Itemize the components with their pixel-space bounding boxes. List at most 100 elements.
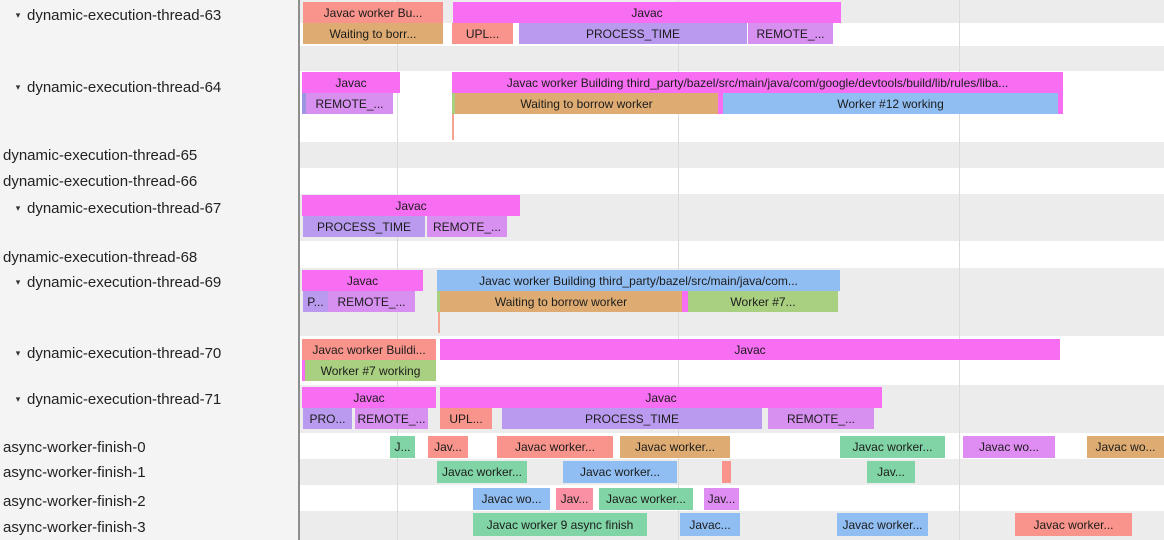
- timeline-bar-label: Javac worker...: [514, 440, 596, 454]
- track-name-label: async-worker-finish-1: [3, 463, 146, 481]
- sidebar-item-dynamic-execution-thread-63[interactable]: ▾ dynamic-execution-thread-63: [0, 4, 298, 26]
- track-name-label: dynamic-execution-thread-70: [27, 344, 222, 362]
- timeline-bar[interactable]: [452, 93, 455, 114]
- timeline-bar[interactable]: Javac worker Bu...: [303, 2, 443, 23]
- timeline-bar[interactable]: [437, 291, 440, 312]
- expand-collapse-triangle-icon[interactable]: ▾: [15, 202, 21, 213]
- timeline-bar[interactable]: Jav...: [704, 488, 739, 510]
- timeline-bar[interactable]: J...: [390, 436, 415, 458]
- track-name-sidebar: ▾ dynamic-execution-thread-63 ▾ dynamic-exe…: [0, 0, 300, 540]
- timeline-bar[interactable]: Javac worker Building third_party/bazel/…: [437, 270, 840, 291]
- timeline-bar[interactable]: Javac worker...: [840, 436, 945, 458]
- timeline-bar-label: Javac worker...: [441, 465, 523, 479]
- timeline-bar[interactable]: Javac: [302, 72, 400, 93]
- expand-collapse-triangle-icon[interactable]: ▾: [15, 347, 21, 358]
- timeline-bar[interactable]: Javac...: [680, 513, 740, 536]
- timeline-bar[interactable]: P...: [303, 291, 328, 312]
- timeline-bar-label: Worker #12 working: [837, 96, 944, 111]
- expand-collapse-triangle-icon[interactable]: ▾: [15, 276, 21, 287]
- timeline-bar[interactable]: PROCESS_TIME: [519, 23, 747, 44]
- timeline-bar-label: Javac: [353, 390, 385, 405]
- timeline-bar-label: REMOTE_...: [357, 411, 426, 426]
- timeline-bar[interactable]: Jav...: [428, 436, 468, 458]
- timeline-bar[interactable]: Javac wo...: [963, 436, 1055, 458]
- timeline-bar[interactable]: Javac worker 9 async finish: [473, 513, 647, 536]
- sidebar-item-dynamic-execution-thread-69[interactable]: ▾ dynamic-execution-thread-69: [0, 271, 298, 293]
- timeline-bar[interactable]: Javac worker...: [437, 461, 527, 483]
- timeline-bar-label: Javac wo...: [481, 492, 542, 506]
- timeline-bar[interactable]: Javac: [302, 270, 423, 291]
- timeline-bar[interactable]: [302, 360, 305, 381]
- timeline-bar-label: Javac: [335, 75, 367, 90]
- timeline-bar[interactable]: REMOTE_...: [768, 408, 874, 429]
- timeline-bar[interactable]: Javac worker...: [1015, 513, 1132, 536]
- track-name-label: dynamic-execution-thread-68: [3, 248, 198, 266]
- timeline-bar[interactable]: PRO...: [303, 408, 352, 429]
- timeline-bar[interactable]: UPL...: [452, 23, 513, 44]
- timeline-bar[interactable]: Javac: [440, 387, 882, 408]
- timeline-bar[interactable]: Javac worker Buildi...: [302, 339, 436, 360]
- timeline-bar[interactable]: UPL...: [440, 408, 492, 429]
- timeline-bar-label: Javac wo...: [978, 440, 1040, 454]
- timeline-bar[interactable]: Waiting to borr...: [303, 23, 443, 44]
- timeline-bar[interactable]: [302, 93, 306, 114]
- expand-collapse-triangle-icon[interactable]: ▾: [15, 393, 21, 404]
- timeline-bar-label: Jav...: [707, 492, 736, 506]
- timeline-bar-label: Jav...: [877, 465, 905, 479]
- timeline-bar[interactable]: Worker #12 working: [723, 93, 1058, 114]
- sidebar-item-async-worker-finish-1[interactable]: async-worker-finish-1: [0, 461, 298, 483]
- timeline-bar[interactable]: Javac: [453, 2, 841, 23]
- track-name-label: dynamic-execution-thread-63: [27, 6, 222, 24]
- timeline-bar[interactable]: Javac worker...: [563, 461, 677, 483]
- timeline-bar-label: Javac worker Buildi...: [312, 342, 426, 357]
- timeline-bar[interactable]: Javac worker Building third_party/bazel/…: [452, 72, 1063, 93]
- track-name-label: async-worker-finish-3: [3, 518, 146, 536]
- timeline-bar-label: Worker #7...: [730, 294, 796, 309]
- timeline-bar[interactable]: PROCESS_TIME: [502, 408, 762, 429]
- timeline-bar[interactable]: REMOTE_...: [748, 23, 833, 44]
- sidebar-item-dynamic-execution-thread-71[interactable]: ▾ dynamic-execution-thread-71: [0, 388, 298, 410]
- timeline-bar[interactable]: Javac: [440, 339, 1060, 360]
- timeline-bar-label: Javac worker...: [579, 465, 661, 479]
- timeline-bar[interactable]: REMOTE_...: [355, 408, 428, 429]
- timeline-bar[interactable]: REMOTE_...: [328, 291, 415, 312]
- timeline-bar[interactable]: Javac: [302, 387, 436, 408]
- expand-collapse-triangle-icon[interactable]: ▾: [15, 9, 21, 20]
- timeline-bar-label: Javac worker...: [634, 440, 716, 454]
- timeline-bar[interactable]: Worker #7 working: [305, 360, 436, 381]
- timeline-bar[interactable]: PROCESS_TIME: [303, 216, 425, 237]
- timeline-bar[interactable]: [718, 93, 723, 114]
- timeline-bar[interactable]: Worker #7...: [688, 291, 838, 312]
- timeline-bar[interactable]: Javac worker...: [620, 436, 730, 458]
- timeline-bar[interactable]: REMOTE_...: [427, 216, 507, 237]
- sidebar-item-async-worker-finish-2[interactable]: async-worker-finish-2: [0, 490, 298, 512]
- shaded-track-row: [300, 46, 1164, 71]
- timeline-bar[interactable]: Waiting to borrow worker: [440, 291, 682, 312]
- timeline-bar[interactable]: [722, 461, 731, 483]
- timeline-bar-label: PROCESS_TIME: [584, 411, 680, 426]
- sidebar-item-dynamic-execution-thread-70[interactable]: ▾ dynamic-execution-thread-70: [0, 342, 298, 364]
- sidebar-item-dynamic-execution-thread-68[interactable]: dynamic-execution-thread-68: [0, 246, 298, 268]
- timeline-bar[interactable]: Jav...: [556, 488, 593, 510]
- timeline-bar[interactable]: Javac wo...: [473, 488, 550, 510]
- timeline-bar-label: UPL...: [449, 411, 483, 426]
- timeline-bar[interactable]: Javac worker...: [837, 513, 928, 536]
- expand-collapse-triangle-icon[interactable]: ▾: [15, 81, 21, 92]
- timeline-bar[interactable]: [1058, 93, 1063, 114]
- timeline-bar[interactable]: Waiting to borrow worker: [455, 93, 718, 114]
- sidebar-item-async-worker-finish-0[interactable]: async-worker-finish-0: [0, 436, 298, 458]
- sidebar-item-dynamic-execution-thread-65[interactable]: dynamic-execution-thread-65: [0, 144, 298, 166]
- timeline-bar[interactable]: Javac worker...: [599, 488, 693, 510]
- sidebar-item-dynamic-execution-thread-67[interactable]: ▾ dynamic-execution-thread-67: [0, 197, 298, 219]
- timeline-bar-label: Javac worker...: [852, 440, 933, 454]
- timeline-bar[interactable]: Javac: [302, 195, 520, 216]
- timeline-bar[interactable]: Javac worker...: [497, 436, 613, 458]
- sidebar-item-dynamic-execution-thread-66[interactable]: dynamic-execution-thread-66: [0, 170, 298, 192]
- timeline-bar[interactable]: Jav...: [867, 461, 915, 483]
- timeline-bar[interactable]: REMOTE_...: [306, 93, 393, 114]
- sidebar-item-dynamic-execution-thread-64[interactable]: ▾ dynamic-execution-thread-64: [0, 76, 298, 98]
- timeline-bar[interactable]: Javac wo...: [1087, 436, 1164, 458]
- sidebar-item-async-worker-finish-3[interactable]: async-worker-finish-3: [0, 516, 298, 538]
- timeline-bar[interactable]: [682, 291, 688, 312]
